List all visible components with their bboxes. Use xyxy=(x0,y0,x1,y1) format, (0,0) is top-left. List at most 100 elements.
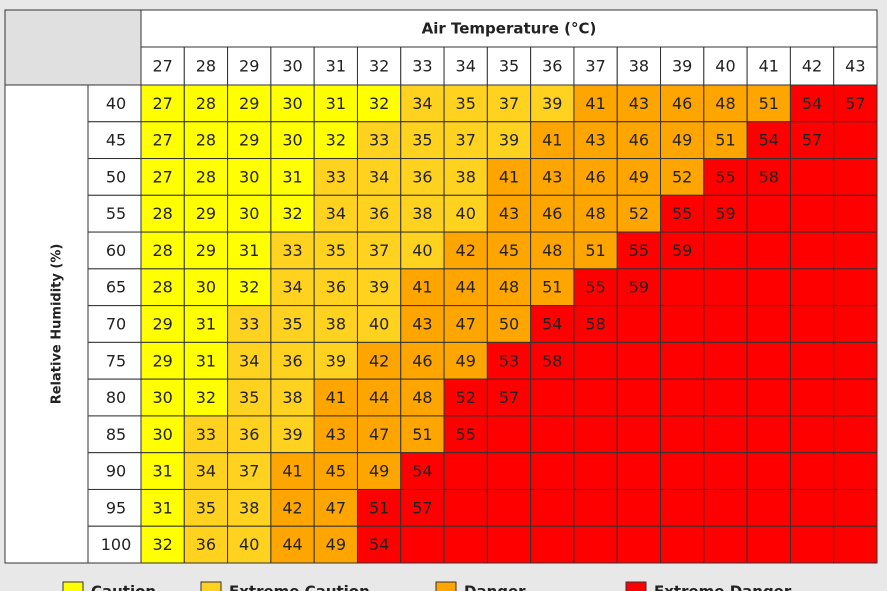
heat-cell xyxy=(616,341,662,380)
heat-cell xyxy=(789,488,835,527)
heat-value: 51 xyxy=(542,278,562,297)
heat-cell xyxy=(140,452,185,490)
heat-value: 36 xyxy=(196,535,216,554)
column-header: 37 xyxy=(585,57,605,76)
heat-value: 48 xyxy=(499,278,519,297)
heat-cell xyxy=(356,231,402,270)
heat-value: 28 xyxy=(152,278,172,297)
heat-value: 42 xyxy=(456,241,476,260)
heat-cell xyxy=(703,268,748,307)
heat-cell xyxy=(183,231,229,270)
heat-cell xyxy=(573,488,618,527)
heat-cell xyxy=(660,488,705,527)
heat-value: 35 xyxy=(412,131,432,150)
heat-cell xyxy=(443,84,488,123)
heat-cell xyxy=(270,268,315,307)
heat-cell xyxy=(443,121,488,160)
heat-cell xyxy=(573,305,618,343)
heat-cell xyxy=(270,305,315,343)
heat-value: 51 xyxy=(715,131,735,150)
heat-cell xyxy=(313,341,358,380)
heat-cell xyxy=(616,415,662,454)
heat-cell xyxy=(530,305,575,343)
row-header: 70 xyxy=(106,315,126,334)
title-cell xyxy=(140,9,878,48)
heat-value: 38 xyxy=(456,167,476,186)
heat-cell xyxy=(789,158,835,196)
heat-cell xyxy=(660,305,705,343)
heat-value: 45 xyxy=(499,241,519,260)
column-header: 30 xyxy=(282,57,302,76)
heat-cell xyxy=(486,121,532,160)
heat-value: 49 xyxy=(672,131,692,150)
legend-swatch xyxy=(200,581,222,591)
heat-value: 39 xyxy=(499,131,519,150)
heat-cell xyxy=(227,305,272,343)
heat-value: 52 xyxy=(456,388,476,407)
heat-cell xyxy=(616,525,662,564)
heat-cell xyxy=(227,84,272,123)
heat-value: 58 xyxy=(759,167,779,186)
heat-cell xyxy=(486,488,532,527)
heat-cell xyxy=(703,231,748,270)
heat-value: 55 xyxy=(629,241,649,260)
heat-cell xyxy=(703,194,748,233)
heat-cell xyxy=(400,341,445,380)
legend-label: Extreme Caution xyxy=(229,583,370,591)
heat-cell xyxy=(746,194,791,233)
heat-value: 36 xyxy=(239,425,259,444)
heat-cell xyxy=(443,525,488,564)
heat-cell xyxy=(443,378,488,417)
heat-cell xyxy=(530,415,575,454)
heat-value: 36 xyxy=(412,167,432,186)
heat-value: 41 xyxy=(326,388,346,407)
heat-cell xyxy=(660,415,705,454)
heat-cell xyxy=(183,452,229,490)
heat-value: 35 xyxy=(282,315,302,334)
heat-cell xyxy=(746,525,791,564)
heat-value: 29 xyxy=(152,351,172,370)
row-header: 50 xyxy=(106,167,126,186)
column-header-cell xyxy=(746,46,791,86)
row-header: 65 xyxy=(106,278,126,297)
heat-value: 32 xyxy=(152,535,172,554)
heat-value: 30 xyxy=(282,94,302,113)
heat-value: 52 xyxy=(672,167,692,186)
heat-value: 33 xyxy=(239,315,259,334)
heat-value: 49 xyxy=(326,535,346,554)
heat-cell xyxy=(703,305,748,343)
heat-value: 30 xyxy=(196,278,216,297)
heat-value: 27 xyxy=(152,131,172,150)
heat-cell xyxy=(486,452,532,490)
heat-value: 28 xyxy=(196,167,216,186)
legend-swatch xyxy=(435,581,457,591)
heat-value: 53 xyxy=(499,351,519,370)
heat-cell xyxy=(530,121,575,160)
heat-value: 39 xyxy=(282,425,302,444)
heat-value: 51 xyxy=(759,94,779,113)
heat-cell xyxy=(183,415,229,454)
heat-cell xyxy=(227,121,272,160)
heat-value: 27 xyxy=(152,167,172,186)
column-header-cell xyxy=(573,46,618,86)
heat-cell xyxy=(400,194,445,233)
legend-label: Caution xyxy=(91,583,156,591)
heat-value: 46 xyxy=(629,131,649,150)
heat-value: 35 xyxy=(326,241,346,260)
row-header-cell xyxy=(87,231,142,270)
heat-value: 58 xyxy=(585,315,605,334)
table-title: Air Temperature (°C) xyxy=(422,20,597,38)
heat-value: 37 xyxy=(499,94,519,113)
heat-cell xyxy=(443,341,488,380)
column-header: 32 xyxy=(369,57,389,76)
heat-value: 42 xyxy=(282,498,302,517)
heat-cell xyxy=(270,231,315,270)
column-header: 35 xyxy=(499,57,519,76)
heat-value: 40 xyxy=(369,315,389,334)
heat-cell xyxy=(746,488,791,527)
heat-value: 34 xyxy=(326,204,346,223)
heat-value: 59 xyxy=(715,204,735,223)
heat-cell xyxy=(660,231,705,270)
heat-cell xyxy=(789,231,835,270)
